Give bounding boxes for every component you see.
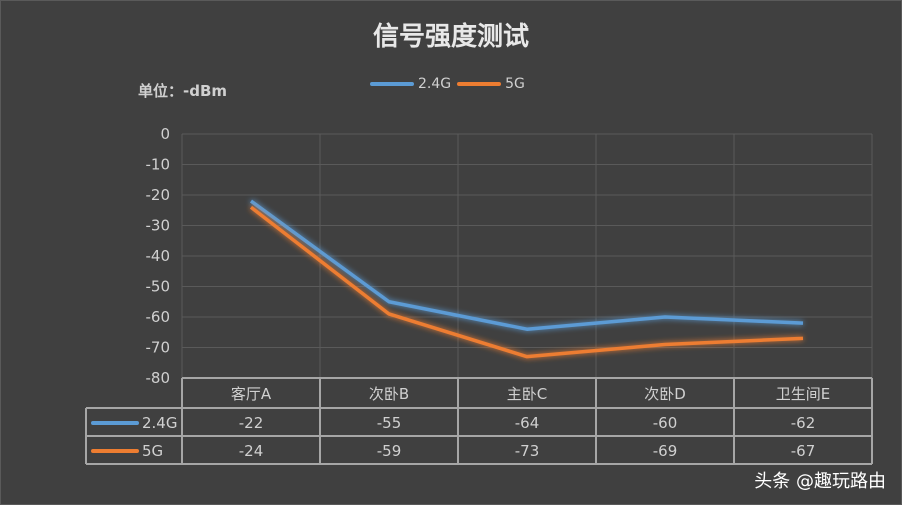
legend: 2.4G 5G <box>370 76 531 92</box>
y-tick-label: -80 <box>146 369 171 387</box>
series-line-5G <box>249 205 804 359</box>
table-value: -62 <box>791 414 816 432</box>
y-tick-label: -50 <box>146 278 171 296</box>
legend-label-5g: 5G <box>505 76 525 92</box>
category-label: 次卧B <box>369 385 409 403</box>
table-value: -24 <box>239 442 264 460</box>
y-tick-label: -70 <box>146 339 171 357</box>
y-tick-label: -20 <box>146 186 171 204</box>
category-label: 客厅A <box>231 385 272 403</box>
y-tick-label: -30 <box>146 217 171 235</box>
table-value: -55 <box>377 414 402 432</box>
legend-swatch-5g <box>457 82 502 86</box>
category-label: 卫生间E <box>776 385 830 403</box>
table-value: -60 <box>653 414 678 432</box>
table-value: -64 <box>515 414 540 432</box>
category-label: 次卧D <box>644 385 686 403</box>
table-value: -69 <box>653 442 678 460</box>
category-label: 主卧C <box>507 385 547 403</box>
legend-swatch-2.4g <box>370 82 414 86</box>
table-value: -73 <box>515 442 540 460</box>
table-value: -22 <box>239 414 264 432</box>
table-series-label: 2.4G <box>142 414 177 432</box>
y-tick-label: -60 <box>146 308 171 326</box>
y-tick-label: 0 <box>160 125 170 143</box>
series-line-2.4G <box>249 199 804 331</box>
legend-label-2.4g: 2.4G <box>418 76 452 92</box>
table-value: -59 <box>377 442 402 460</box>
watermark: 头条 @趣玩路由 <box>754 471 886 492</box>
y-tick-label: -10 <box>146 156 171 174</box>
unit-label: 单位：-dBm <box>138 82 228 100</box>
y-tick-label: -40 <box>146 247 171 265</box>
chart-title: 信号强度测试 <box>372 22 529 52</box>
table-series-label: 5G <box>142 442 163 460</box>
table-value: -67 <box>791 442 816 460</box>
